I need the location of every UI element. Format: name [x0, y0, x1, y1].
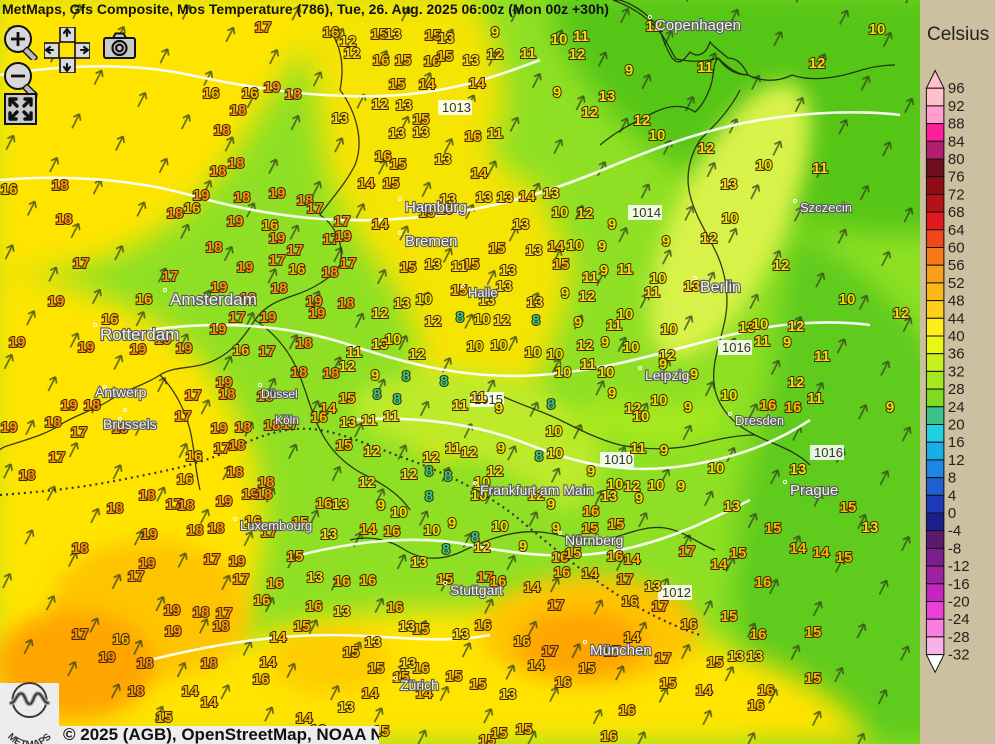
- svg-text:72: 72: [948, 186, 965, 203]
- svg-text:-28: -28: [948, 629, 970, 646]
- svg-text:-12: -12: [948, 558, 970, 575]
- svg-text:28: 28: [948, 381, 965, 398]
- svg-text:12: 12: [948, 452, 965, 469]
- svg-text:48: 48: [948, 293, 965, 310]
- svg-text:76: 76: [948, 169, 965, 186]
- svg-text:56: 56: [948, 257, 965, 274]
- svg-text:84: 84: [948, 133, 965, 150]
- svg-text:Celsius: Celsius: [927, 24, 989, 45]
- svg-text:-32: -32: [948, 647, 970, 664]
- svg-text:36: 36: [948, 346, 965, 363]
- svg-text:0: 0: [948, 505, 956, 522]
- svg-text:88: 88: [948, 116, 965, 133]
- svg-text:-8: -8: [948, 540, 961, 557]
- svg-text:-20: -20: [948, 594, 970, 611]
- svg-text:METMAPS: METMAPS: [5, 731, 54, 744]
- svg-text:32: 32: [948, 363, 965, 380]
- svg-text:-24: -24: [948, 611, 970, 628]
- svg-text:24: 24: [948, 399, 965, 416]
- svg-text:92: 92: [948, 98, 965, 115]
- svg-text:16: 16: [948, 434, 965, 451]
- svg-text:8: 8: [948, 470, 956, 487]
- svg-text:20: 20: [948, 417, 965, 434]
- svg-text:-16: -16: [948, 576, 970, 593]
- svg-text:40: 40: [948, 328, 965, 345]
- svg-text:-4: -4: [948, 523, 961, 540]
- svg-text:96: 96: [948, 80, 965, 97]
- svg-text:68: 68: [948, 204, 965, 221]
- svg-text:44: 44: [948, 310, 965, 327]
- svg-text:4: 4: [948, 487, 956, 504]
- svg-text:60: 60: [948, 240, 965, 257]
- svg-text:80: 80: [948, 151, 965, 168]
- svg-text:64: 64: [948, 222, 965, 239]
- svg-text:52: 52: [948, 275, 965, 292]
